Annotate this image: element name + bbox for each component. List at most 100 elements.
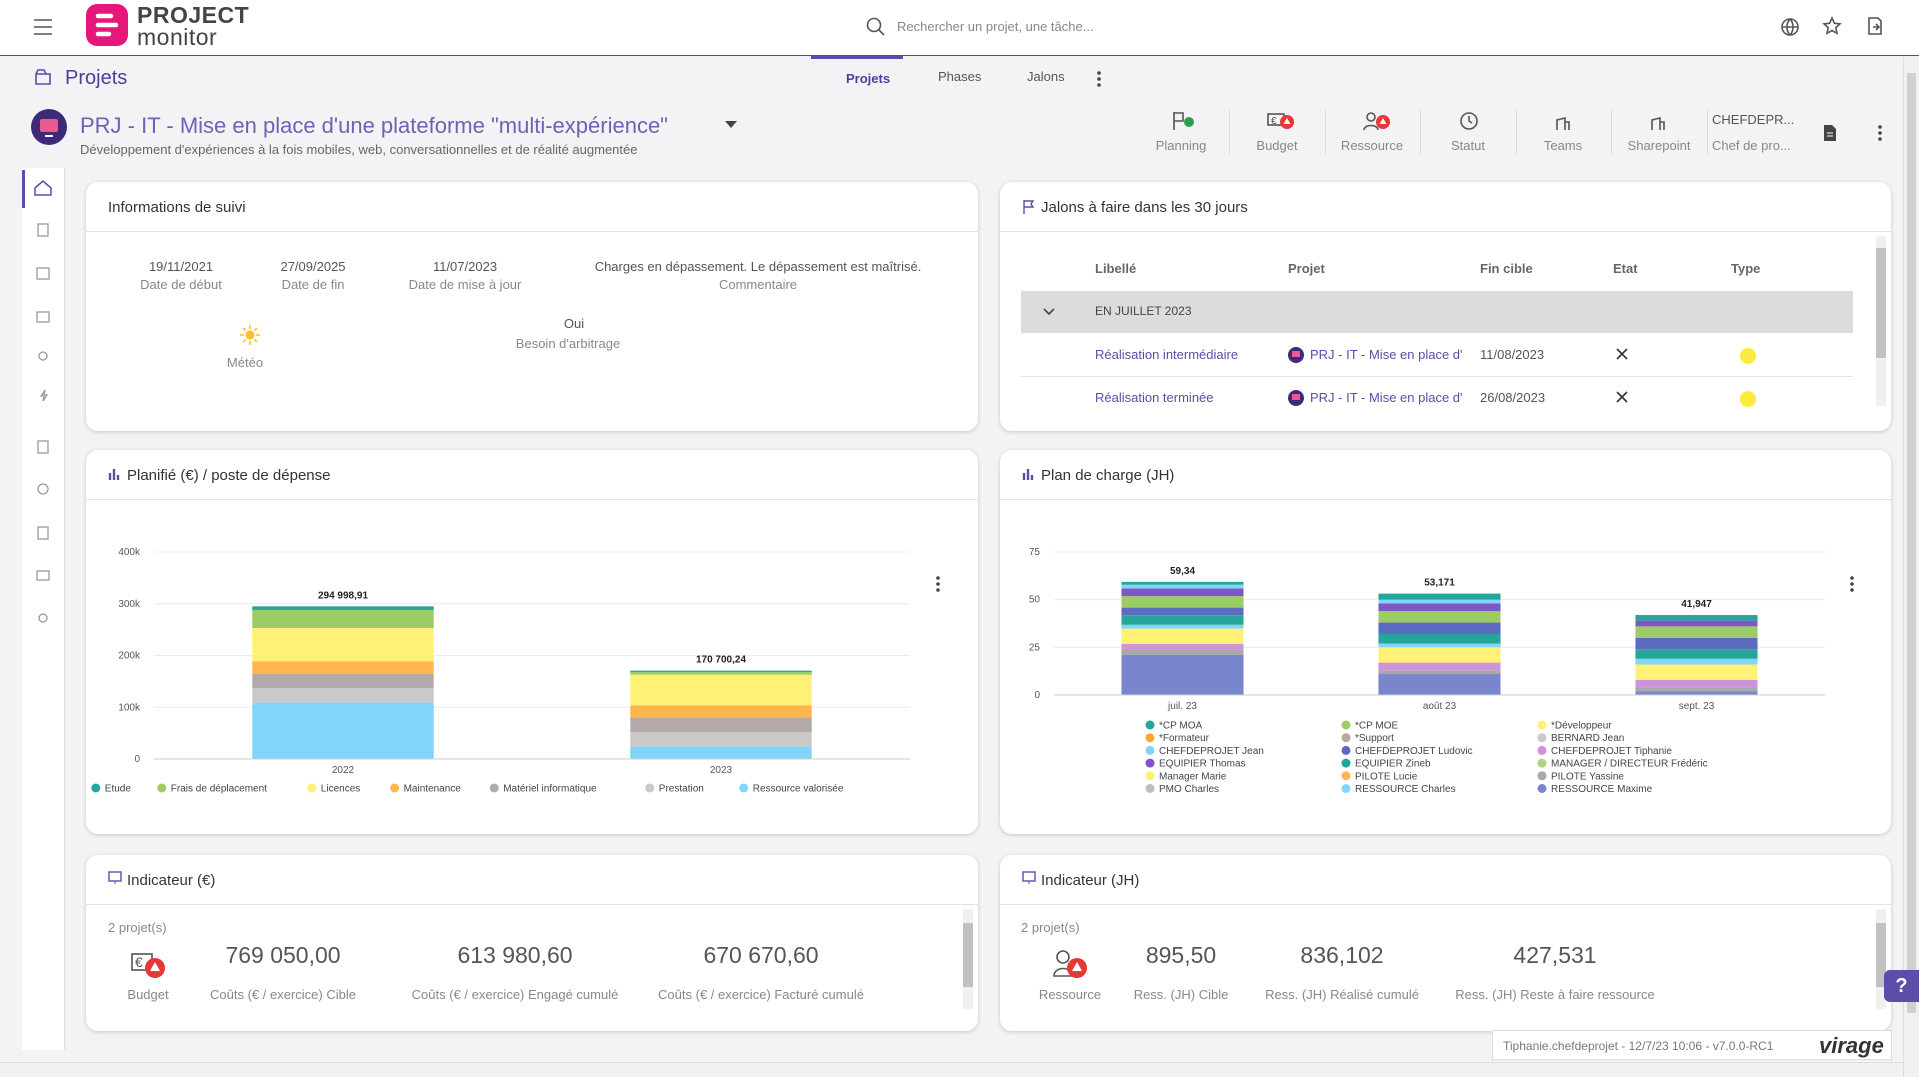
card-title: Indicateur (JH)	[1041, 872, 1140, 889]
tab[interactable]: Jalons	[1027, 69, 1065, 84]
project-title[interactable]: PRJ - IT - Mise en place d'une plateform…	[80, 113, 668, 138]
toolbar-button[interactable]: Sharepoint	[1627, 138, 1691, 153]
legend-label: PILOTE Yassine	[1551, 771, 1624, 782]
search-input[interactable]: Rechercher un projet, une tâche...	[897, 19, 1094, 34]
chart-icon	[108, 469, 120, 480]
top-bar: PROJECT monitor Rechercher un projet, un…	[0, 0, 1919, 56]
bar-segment	[1635, 626, 1758, 638]
legend-marker	[1341, 758, 1351, 768]
toolbar-button[interactable]: Teams	[1543, 138, 1583, 153]
legend-marker	[91, 783, 101, 793]
bar-segment	[630, 746, 812, 759]
bar-segment	[1378, 674, 1501, 695]
legend-label: MANAGER / DIRECTEUR Frédéric	[1551, 759, 1708, 770]
scroll-thumb[interactable]	[1907, 73, 1916, 1013]
project-dropdown[interactable]	[725, 121, 737, 129]
bar-segment	[1378, 647, 1501, 663]
column-header[interactable]: Fin cible	[1480, 261, 1533, 276]
kpi-value: 427,531	[1513, 942, 1597, 968]
toolbar-button[interactable]: Ressource	[1340, 138, 1404, 153]
scroll-thumb[interactable]	[1876, 248, 1886, 358]
column-header[interactable]: Libellé	[1095, 261, 1137, 276]
user-code[interactable]: CHEFDEPR...	[1712, 112, 1795, 127]
separator	[1707, 110, 1708, 154]
scroll-thumb[interactable]	[1876, 923, 1886, 987]
export-button[interactable]	[1865, 16, 1885, 36]
horizontal-scrollbar[interactable]	[0, 1062, 1903, 1077]
chart-icon	[1022, 469, 1034, 480]
toolbar-button[interactable]: Budget	[1256, 138, 1298, 153]
date: 26/08/2023	[1480, 390, 1546, 405]
scroll-thumb[interactable]	[963, 923, 973, 987]
legend-label: CHEFDEPROJET Jean	[1159, 746, 1264, 757]
chart-menu[interactable]	[936, 576, 940, 592]
teams-icon	[1556, 116, 1570, 130]
project-count: 2 projet(s)	[1021, 920, 1080, 935]
scrollbar[interactable]	[1876, 909, 1886, 1009]
page-scrollbar[interactable]	[1903, 57, 1919, 1077]
column-header[interactable]: Etat	[1613, 261, 1638, 276]
field-value: 11/07/2023	[432, 259, 498, 274]
milestone-link[interactable]: Réalisation intermédiaire	[1095, 347, 1239, 362]
column-header[interactable]: Projet	[1288, 261, 1325, 276]
legend-label: Matériel informatique	[503, 784, 597, 795]
y-tick-label: 0	[134, 754, 140, 765]
bar-segment	[252, 702, 434, 759]
project-link[interactable]: PRJ - IT - Mise en place d'	[1310, 390, 1463, 405]
column-header[interactable]: Type	[1731, 261, 1761, 276]
kpi-value: 769 050,00	[225, 942, 341, 968]
project-link[interactable]: PRJ - IT - Mise en place d'	[1310, 347, 1463, 362]
menu-button[interactable]	[33, 18, 53, 36]
tabs-menu[interactable]	[1094, 70, 1104, 88]
flag-icon	[1023, 200, 1035, 214]
bar-segment	[1121, 607, 1244, 616]
legend-marker	[1145, 758, 1155, 768]
card-jalons: Jalons à faire dans les 30 jours Libellé…	[1000, 182, 1891, 431]
legend-label: Ressource valorisée	[753, 784, 844, 795]
project-icon	[1288, 347, 1304, 363]
legend-label: EQUIPIER Thomas	[1159, 759, 1246, 770]
planning-icon	[1173, 112, 1194, 130]
chevron[interactable]	[1043, 307, 1055, 317]
legend-marker	[1537, 745, 1547, 755]
group-row[interactable]: EN JUILLET 2023	[1021, 291, 1853, 333]
field-value: 27/09/2025	[280, 259, 346, 274]
budget-icon: €	[1267, 113, 1294, 129]
bar-segment	[1635, 664, 1758, 680]
kpi-value: 895,50	[1145, 942, 1217, 968]
sidebar-icons[interactable]	[22, 168, 65, 638]
favorite-button[interactable]	[1822, 16, 1842, 36]
legend-label: *Formateur	[1159, 733, 1210, 744]
milestone-link[interactable]: Réalisation terminée	[1095, 390, 1214, 405]
toolbar-button[interactable]: Planning	[1155, 138, 1207, 153]
logo-icon[interactable]	[86, 4, 128, 46]
total-label: 294 998,91	[318, 590, 368, 601]
user-role[interactable]: Chef de pro...	[1712, 138, 1791, 153]
kpi-value: 670 670,60	[703, 942, 819, 968]
search-icon	[866, 17, 885, 36]
type-icon	[1740, 348, 1756, 364]
bar-segment	[1635, 615, 1758, 621]
bar-segment	[1121, 649, 1244, 655]
tab[interactable]: Projets	[846, 71, 891, 86]
help-button[interactable]: ?	[1884, 970, 1919, 1002]
scrollbar[interactable]	[963, 909, 973, 1009]
legend-marker	[390, 783, 400, 793]
bar-segment	[1378, 643, 1501, 648]
toolbar-button[interactable]: Statut	[1451, 138, 1485, 153]
svg-text:€: €	[1271, 116, 1277, 127]
scrollbar[interactable]	[1876, 236, 1886, 406]
sharepoint-icon	[1651, 116, 1665, 130]
tab[interactable]: Phases	[938, 69, 982, 84]
card-title: Jalons à faire dans les 30 jours	[1041, 199, 1248, 216]
meteo-icon	[240, 325, 260, 345]
project-menu[interactable]	[1875, 124, 1885, 142]
language-button[interactable]	[1780, 17, 1800, 37]
document-button[interactable]	[1823, 124, 1837, 142]
legend-label: RESSOURCE Maxime	[1551, 784, 1653, 795]
legend-marker	[1145, 771, 1155, 781]
bar-segment	[1121, 643, 1244, 650]
bar-segment	[1378, 593, 1501, 600]
kpi-label: Ress. (JH) Reste à faire ressource	[1455, 987, 1655, 1002]
chart-menu[interactable]	[1850, 576, 1854, 592]
